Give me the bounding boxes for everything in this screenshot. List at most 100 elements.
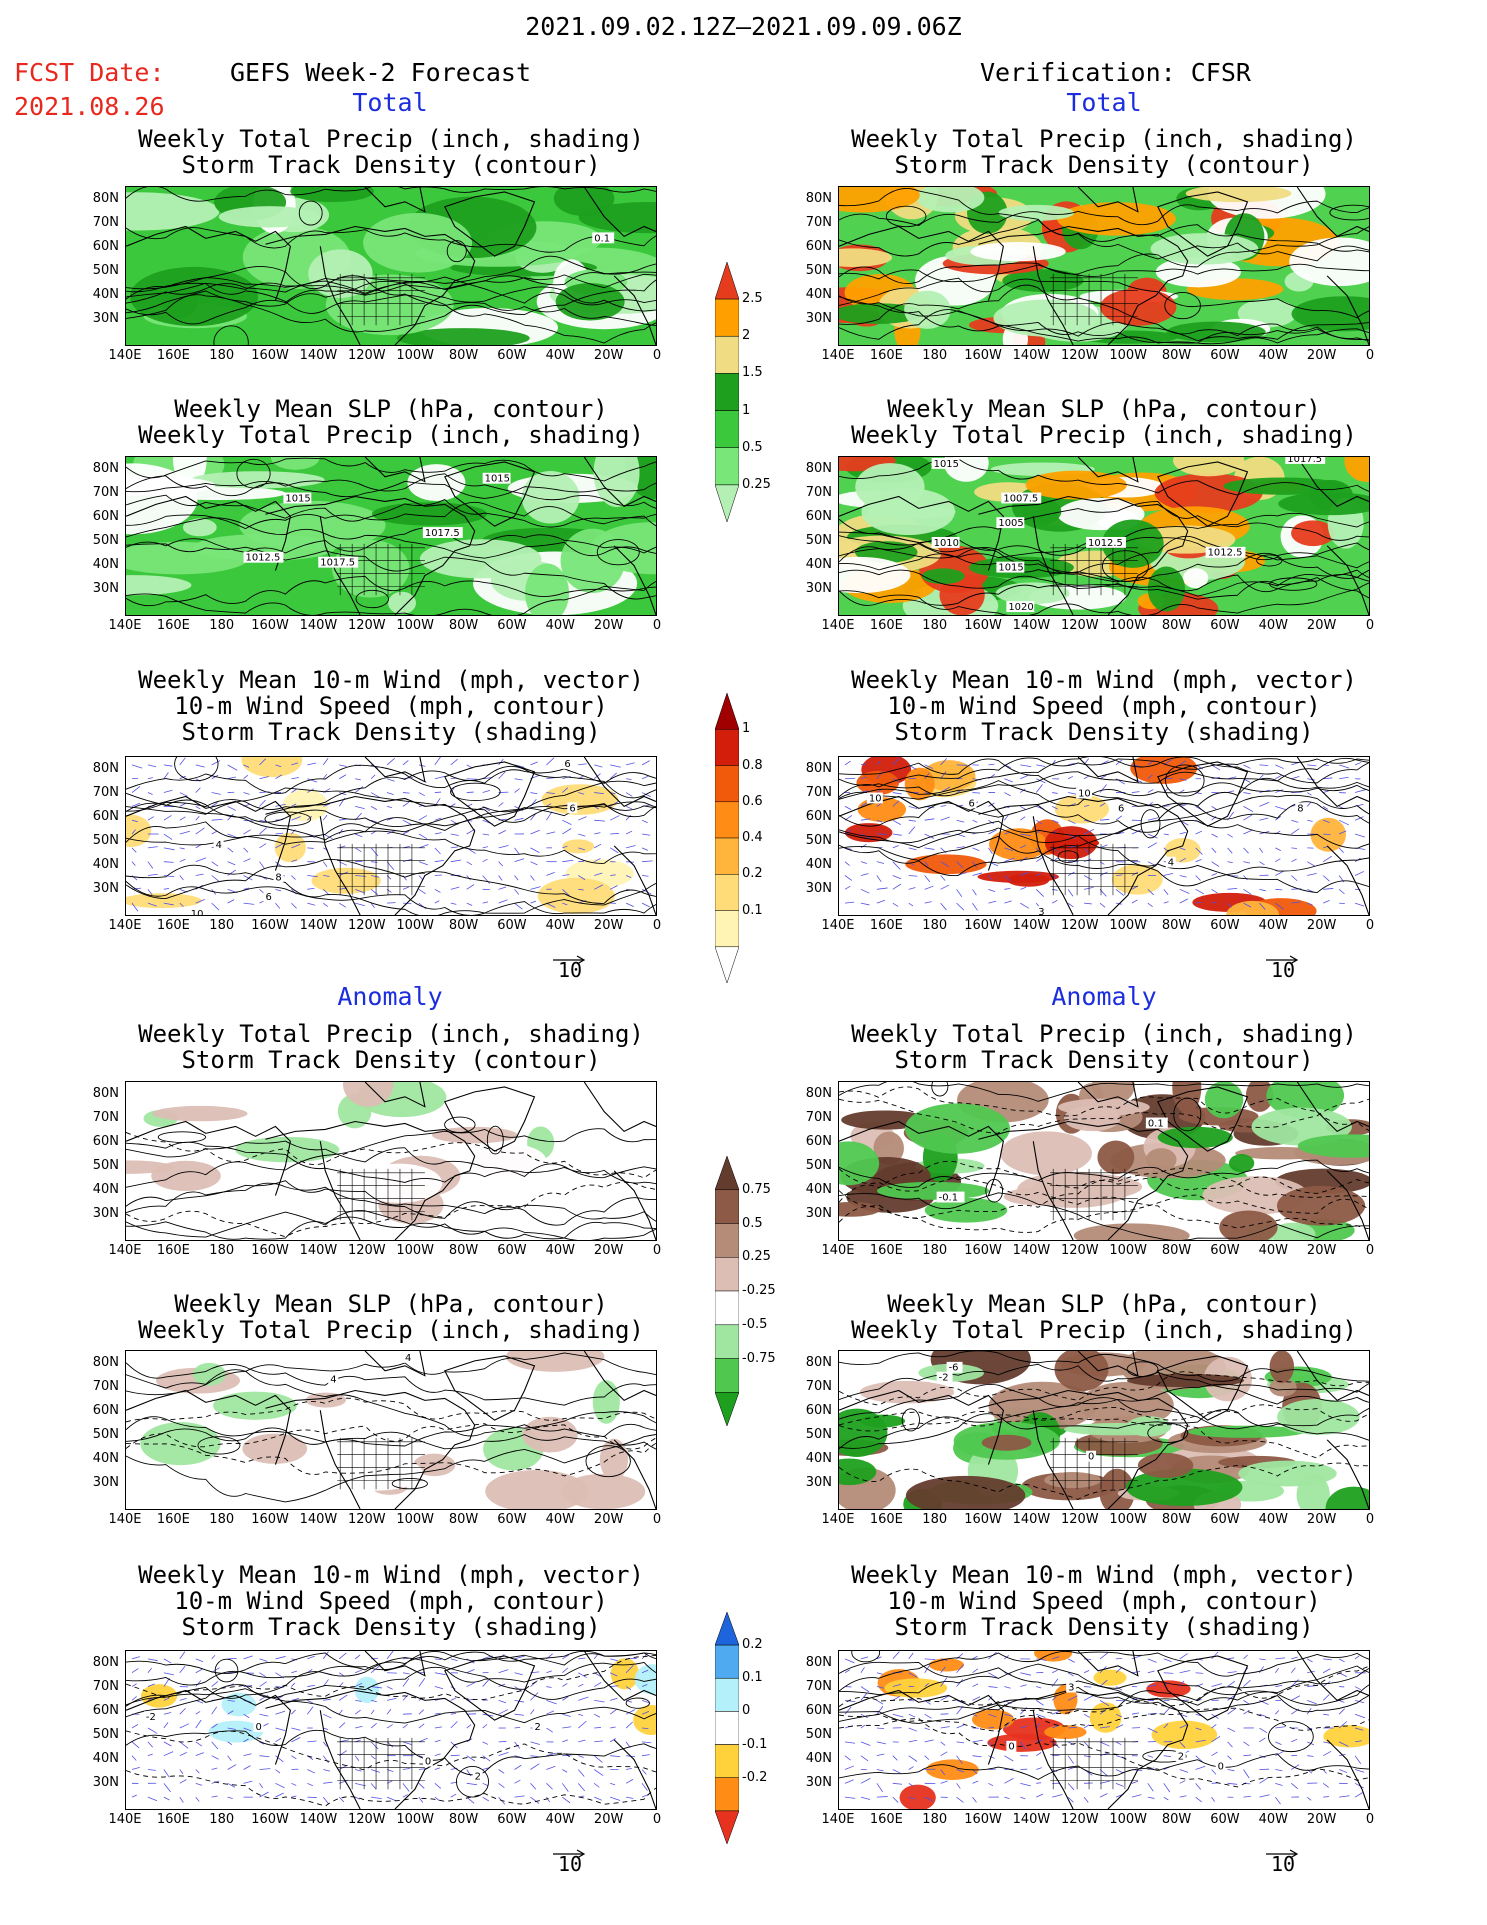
lon-tick-label: 120W — [1060, 1512, 1099, 1527]
colorbar-segment — [715, 1189, 739, 1224]
lon-tick-label: 140E — [821, 1243, 855, 1258]
lon-tick-label: 20W — [593, 1512, 624, 1527]
map-t3-right: 10 6 10 6 8 4 3 — [838, 756, 1370, 916]
contour-label-bg — [213, 838, 224, 850]
lon-tick-label: 60W — [497, 1243, 527, 1258]
colorbar-tick-label: 0.1 — [742, 902, 763, 918]
contours — [126, 187, 656, 345]
map-canvas: 1015 1017.5 1007.5 1005 1010 1012.5 1015 1012.5… — [839, 457, 1369, 615]
lon-tick-label: 180 — [922, 918, 948, 933]
map-canvas — [839, 187, 1369, 345]
lon-tick-label: 0 — [652, 1812, 662, 1827]
map-canvas: 0.1 — [126, 187, 656, 345]
lon-tick-label: 40W — [545, 918, 575, 933]
contour-label-bg — [866, 792, 883, 804]
map-t2-right: 1015 1017.5 1007.5 1005 1010 1012.5 1015 1012.5… — [838, 456, 1370, 616]
lat-tick-label: 30N — [92, 1206, 119, 1221]
coastline — [126, 1651, 656, 1809]
colorbar-cap — [715, 1392, 739, 1426]
lon-tick-label: 20W — [593, 1243, 624, 1258]
lat-tick-label: 80N — [92, 1655, 119, 1670]
contour-label: 4 — [1168, 858, 1174, 869]
contour-label: 1017.5 — [425, 528, 460, 539]
lon-tick-label: 160E — [869, 348, 903, 363]
contour-label-bg — [273, 871, 284, 883]
vector-reference-label: 10 — [1270, 1852, 1296, 1876]
lat-tick-label: 70N — [92, 1679, 119, 1694]
lon-tick-label: 20W — [1306, 1812, 1337, 1827]
lon-tick-label: 80W — [1161, 918, 1192, 933]
contour-label: 2 — [1178, 1752, 1184, 1763]
coastline — [126, 1082, 656, 1240]
colorbar-tick-label: 0.1 — [742, 1670, 763, 1686]
lat-tick-label: 70N — [805, 1679, 832, 1694]
coastline — [839, 1351, 1369, 1509]
colorbar-cap — [715, 1156, 739, 1191]
lat-tick-label: 40N — [92, 857, 119, 872]
lon-tick-label: 80W — [448, 618, 479, 633]
contour-label: 4 — [405, 1353, 411, 1364]
arrow-icon — [1266, 1849, 1299, 1859]
lon-tick-label: 60W — [1210, 1243, 1240, 1258]
colorbar-segment — [715, 1644, 739, 1679]
lat-tick-label: 80N — [92, 461, 119, 476]
lon-tick-label: 140E — [821, 618, 855, 633]
lat-tick-label: 40N — [92, 1182, 119, 1197]
lat-tick-label: 70N — [92, 785, 119, 800]
lat-tick-label: 30N — [92, 311, 119, 326]
lon-tick-label: 140E — [108, 348, 142, 363]
shading — [844, 757, 1346, 915]
lat-tick-label: 80N — [805, 1655, 832, 1670]
colorbar-tick-label: 0.5 — [742, 439, 763, 455]
lon-tick-label: 60W — [497, 618, 527, 633]
colorbar-cap — [715, 946, 739, 983]
colorbar-canvas — [715, 1612, 739, 1844]
lon-tick-label: 160W — [964, 348, 1002, 363]
lon-tick-label: 80W — [1161, 1243, 1192, 1258]
lon-tick-label: 0 — [1365, 348, 1375, 363]
lon-tick-label: 140E — [108, 1512, 142, 1527]
lat-tick-label: 70N — [805, 1110, 832, 1125]
fcst-date-label: FCST Date: — [14, 58, 165, 87]
lon-tick-label: 20W — [593, 1812, 624, 1827]
lon-tick-label: 160E — [156, 618, 190, 633]
lon-tick-label: 120W — [1060, 918, 1099, 933]
panel-title-line: Weekly Mean 10-m Wind (mph, vector) — [138, 1561, 644, 1589]
lon-tick-label: 160W — [251, 1243, 289, 1258]
contour-label: 0.1 — [1148, 1118, 1164, 1129]
contour-label: 0 — [256, 1722, 262, 1733]
state-borders — [337, 1737, 425, 1790]
arrow-icon — [553, 955, 586, 965]
lat-tick-label: 60N — [92, 239, 119, 254]
lon-tick-label: 160E — [156, 1243, 190, 1258]
map-canvas: 0.1 -0.1 — [839, 1082, 1369, 1240]
contour-label: 1015 — [998, 563, 1023, 574]
lat-tick-label: 40N — [805, 1751, 832, 1766]
contour-label-bg — [263, 891, 274, 903]
contour-label-bg — [328, 1373, 339, 1385]
lat-tick-label: 50N — [92, 1427, 119, 1442]
lon-tick-label: 140W — [299, 348, 338, 363]
lon-tick-label: 180 — [209, 618, 235, 633]
panel-title-line: Weekly Total Precip (inch, shading) — [138, 1316, 644, 1344]
contour-label: 0 — [1008, 1742, 1014, 1753]
fcst-date-value: 2021.08.26 — [14, 92, 165, 121]
colorbar-canvas — [715, 693, 739, 983]
shading — [126, 457, 656, 615]
panel-title-line: Storm Track Density (shading) — [894, 1613, 1314, 1641]
lon-tick-label: 60W — [1210, 1512, 1240, 1527]
lon-tick-label: 160E — [869, 1243, 903, 1258]
lat-tick-label: 60N — [805, 239, 832, 254]
contour-label-bg — [1165, 856, 1176, 868]
contours — [839, 1351, 1369, 1500]
lon-tick-label: 40W — [545, 618, 575, 633]
lon-tick-label: 160E — [869, 1812, 903, 1827]
contour-label: 1015 — [934, 459, 959, 470]
lon-tick-label: 40W — [1258, 918, 1288, 933]
lat-tick-label: 80N — [805, 461, 832, 476]
lat-tick-label: 50N — [805, 1727, 832, 1742]
contour-label: 8 — [1297, 803, 1303, 814]
colorbar-segment — [715, 1744, 739, 1778]
panel-title-line: Weekly Total Precip (inch, shading) — [851, 1020, 1357, 1048]
